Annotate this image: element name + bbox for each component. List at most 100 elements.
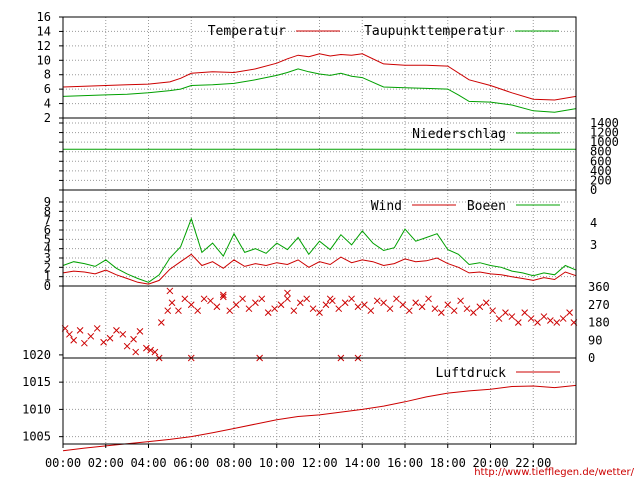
temperature-tick-label: 2 <box>44 111 51 125</box>
wind-direction-point <box>326 295 334 303</box>
wind-direction-point <box>476 303 484 311</box>
wind-direction-point <box>70 336 78 344</box>
wind-direction-point <box>373 297 381 305</box>
wind-direction-point <box>151 348 159 356</box>
wind-tick-label: 0 <box>44 279 51 293</box>
wind-direction-point <box>147 346 154 354</box>
wind-direction-point <box>431 305 439 313</box>
credit-url[interactable]: http://www.tiefflegen.de/wetter/ <box>474 467 634 478</box>
wind-direction-point <box>489 307 496 315</box>
pressure-tick-label: 1010 <box>22 402 51 416</box>
wind-tick-label: 5 <box>44 232 51 246</box>
wind-direction-point <box>181 295 189 303</box>
wind-direction-point <box>303 295 311 303</box>
wind-direction-point <box>502 309 509 316</box>
wind-direction-point <box>559 315 567 322</box>
wind-direction-point <box>66 330 73 338</box>
wind-direction-point <box>100 338 107 346</box>
wind-direction-point <box>168 299 176 307</box>
wind-direction-point <box>226 307 234 315</box>
wind-direction-point <box>534 319 541 326</box>
wind-tick-label: 4 <box>44 242 51 256</box>
wind-direction-point <box>175 307 182 315</box>
wind-direction-point <box>444 301 452 309</box>
temperature-tick-label: 4 <box>44 97 51 111</box>
wind-direction-point <box>207 297 214 305</box>
wind-direction-point <box>316 309 323 316</box>
x-tick-label: 10:00 <box>259 456 295 470</box>
wind-direction-point <box>113 327 120 334</box>
temperature-tick-label: 8 <box>44 68 51 82</box>
wind-direction-point <box>527 315 535 322</box>
wind-direction-point <box>219 293 227 301</box>
temperature-series-line <box>62 53 577 101</box>
wind-direction-point <box>164 307 172 315</box>
pressure-series-line <box>62 384 577 452</box>
wind-direction-point <box>418 303 426 311</box>
wind-direction-point <box>495 315 503 322</box>
wind-direction-point <box>290 307 298 315</box>
wind-direction-point <box>213 303 221 311</box>
wind-direction-point <box>123 342 131 350</box>
precipitation-tick-label: 600 <box>590 154 612 168</box>
wind-direction-point <box>450 307 458 315</box>
pressure-tick-label: 1015 <box>22 375 51 389</box>
wind-direction-point <box>348 295 355 303</box>
wind-direction-point <box>341 299 349 307</box>
wind-direction-point <box>239 295 246 303</box>
wind-direction-point <box>106 334 114 342</box>
wind-direction-point <box>457 297 464 305</box>
precipitation-tick-label: 1000 <box>590 135 619 149</box>
wind-direction-point <box>157 319 165 326</box>
wind-right-tick-label: 3 <box>590 238 597 252</box>
x-tick-label: 12:00 <box>301 456 337 470</box>
wind-direction-point <box>463 305 471 313</box>
legend-label-wind: Wind <box>371 199 402 214</box>
precipitation-tick-label: 0 <box>590 183 597 197</box>
wind-direction-point <box>405 307 413 315</box>
x-tick-label: 14:00 <box>344 456 380 470</box>
wind-direction-point <box>76 327 84 334</box>
wind-tick-label: 7 <box>44 214 51 228</box>
wind-direction-point <box>130 335 137 343</box>
wind-direction-point <box>252 299 259 307</box>
wind-direction-point <box>367 307 375 315</box>
wind-direction-point <box>264 309 272 316</box>
wind-direction-point <box>425 295 432 303</box>
wind-direction-point <box>93 325 101 332</box>
x-tick-label: 20:00 <box>472 456 508 470</box>
wind-direction-point <box>277 301 285 309</box>
temperature-tick-label: 14 <box>37 24 51 38</box>
wind-direction-tick-label: 360 <box>588 280 610 294</box>
wind-direction-point <box>143 344 150 352</box>
wind-direction-point <box>482 299 490 307</box>
wind-direction-point <box>271 305 278 313</box>
wind-direction-point <box>437 309 445 316</box>
x-tick-label: 00:00 <box>45 456 81 470</box>
wind-direction-point <box>166 287 174 295</box>
wind-tick-label: 2 <box>44 260 51 274</box>
wind-direction-point <box>284 289 291 297</box>
wind-direction-point <box>470 309 477 316</box>
wind-direction-point <box>553 319 561 326</box>
wind-tick-label: 3 <box>44 251 51 265</box>
wind-direction-point <box>284 295 291 303</box>
legend-label-niederschlag: Niederschlag <box>412 127 506 142</box>
wind-tick-label: 9 <box>44 195 51 209</box>
x-tick-label: 02:00 <box>88 456 124 470</box>
wind-direction-point <box>508 313 516 320</box>
legend-label-temperatur: Temperatur <box>208 24 286 39</box>
legend-label-taupunkttemperatur: Taupunkttemperatur <box>364 24 505 39</box>
wind-direction-tick-label: 180 <box>588 316 610 330</box>
wind-direction-point <box>540 313 548 320</box>
precipitation-tick-label: 800 <box>590 145 612 159</box>
wind-direction-point <box>399 301 407 309</box>
legend-label-boeen: Boeen <box>467 199 506 214</box>
wind-direction-point <box>119 330 127 338</box>
temperature-tick-label: 10 <box>37 53 51 67</box>
x-tick-label: 18:00 <box>430 456 466 470</box>
wind-direction-point <box>386 305 394 313</box>
wind-direction-point <box>335 305 343 313</box>
temperature-series-line <box>62 68 577 113</box>
